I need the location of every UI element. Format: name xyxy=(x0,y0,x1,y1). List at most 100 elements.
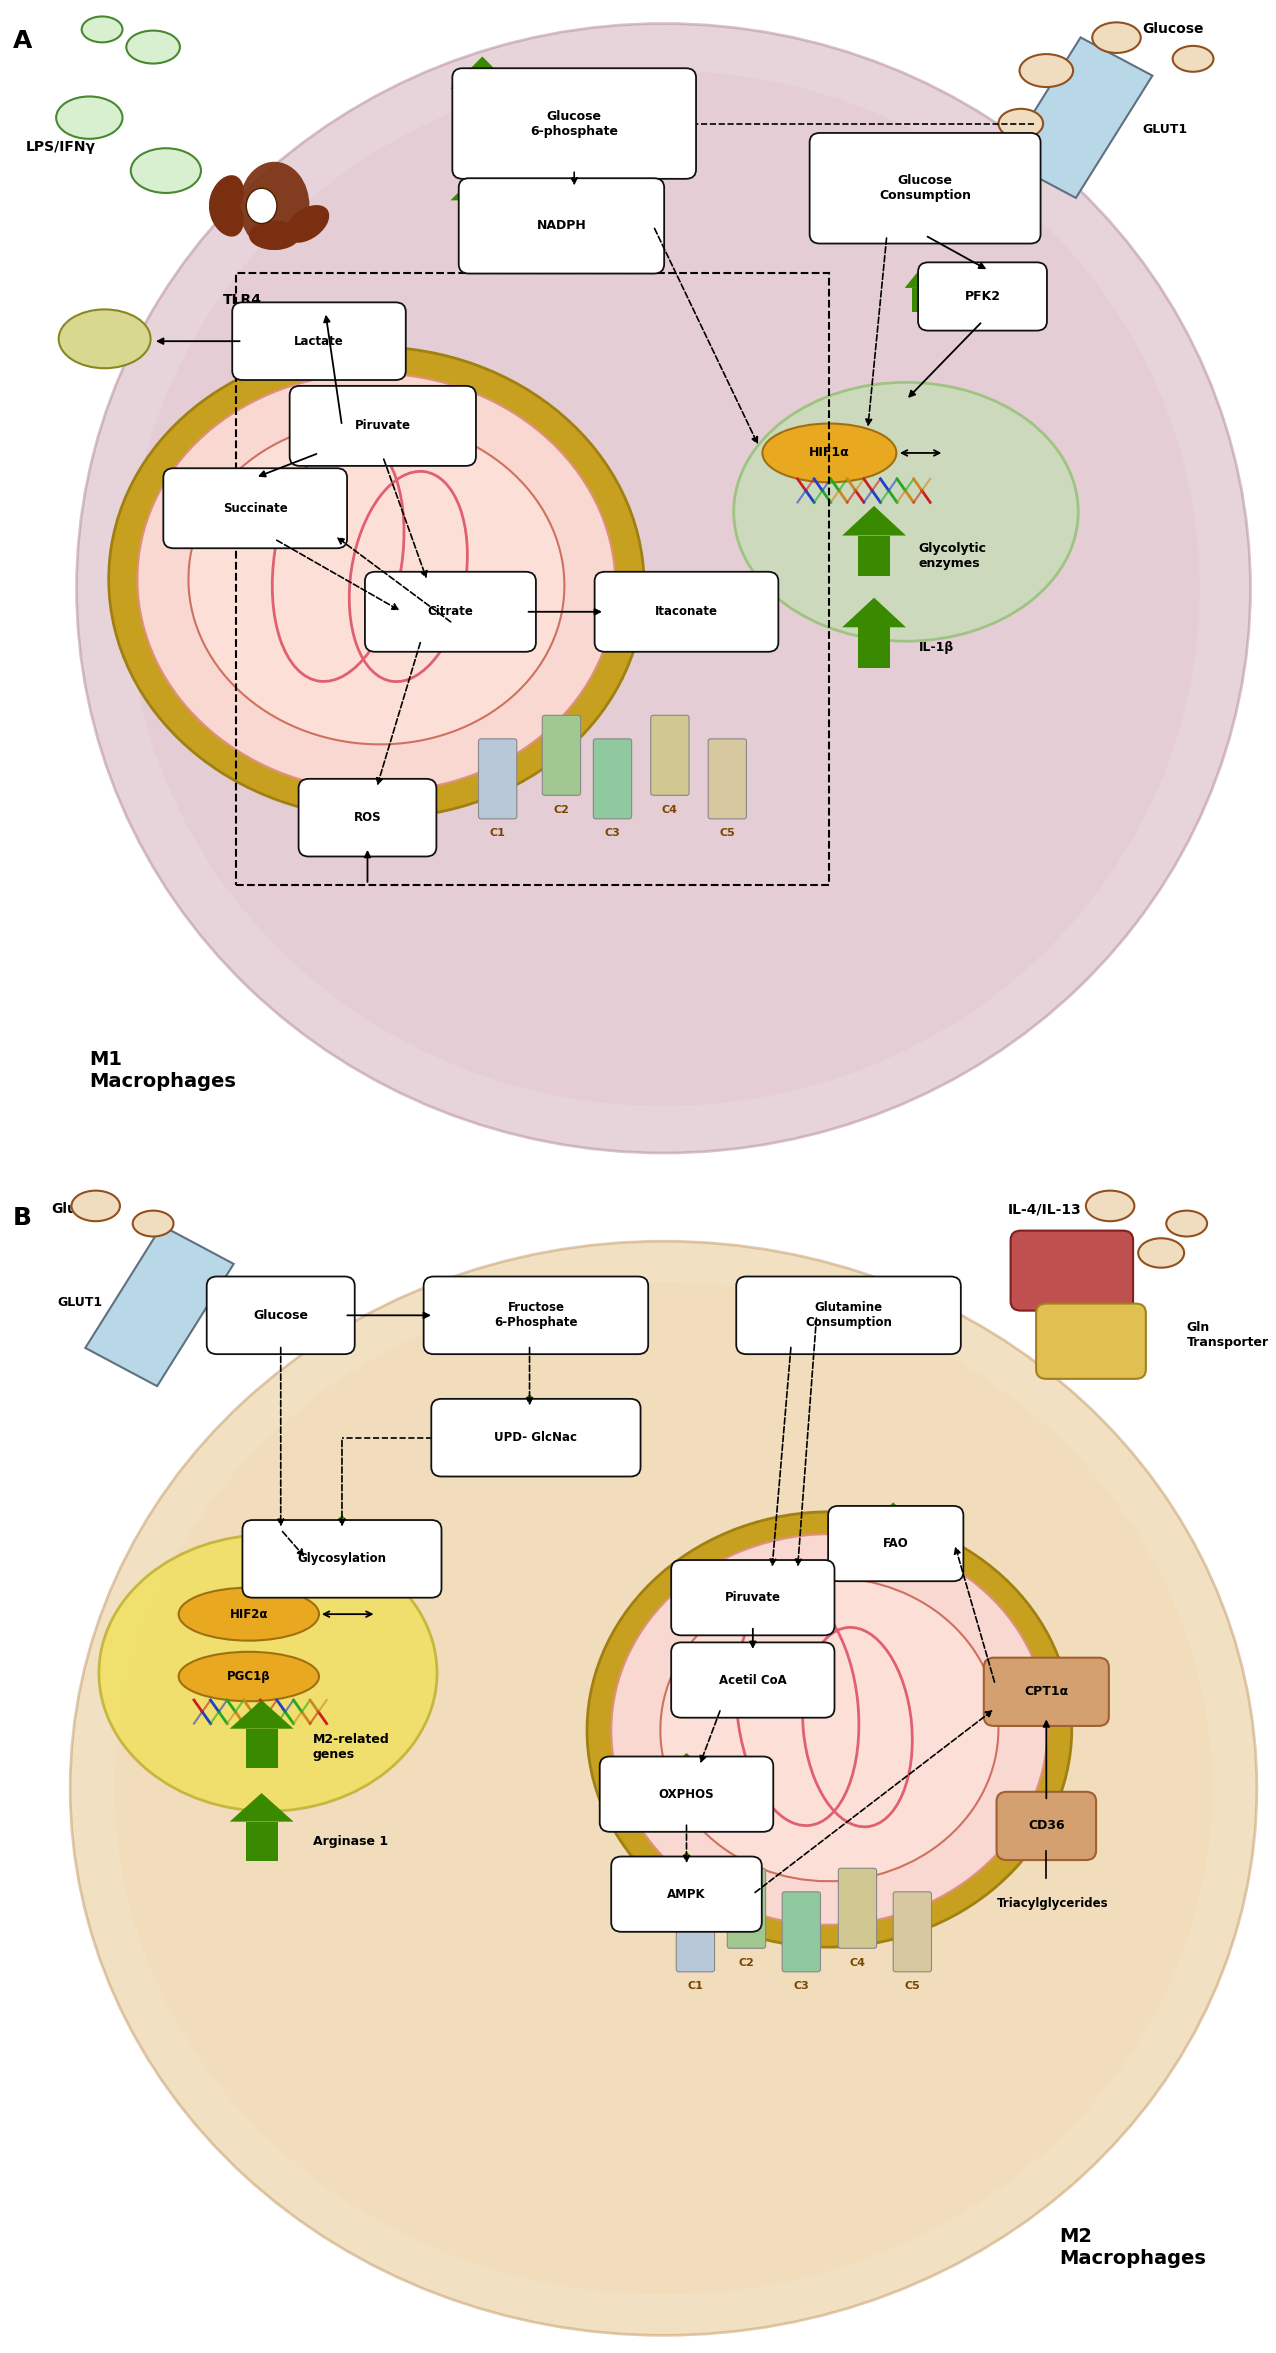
Text: GLUT1: GLUT1 xyxy=(57,1297,102,1308)
Text: Glucose
6-phosphate: Glucose 6-phosphate xyxy=(531,111,618,136)
Text: TLR4: TLR4 xyxy=(223,294,263,306)
Text: C1: C1 xyxy=(490,828,505,838)
Ellipse shape xyxy=(71,1191,120,1221)
Text: PFK2: PFK2 xyxy=(965,289,1000,304)
Ellipse shape xyxy=(661,1577,998,1882)
Ellipse shape xyxy=(1138,1238,1184,1268)
Polygon shape xyxy=(773,1306,804,1346)
Text: Glucose: Glucose xyxy=(253,1308,309,1322)
Polygon shape xyxy=(656,1852,717,1880)
Text: Citrate: Citrate xyxy=(427,605,473,619)
Polygon shape xyxy=(757,1275,820,1306)
Ellipse shape xyxy=(130,148,202,193)
Polygon shape xyxy=(230,1699,293,1729)
Text: Glycolytic
enzymes: Glycolytic enzymes xyxy=(919,544,986,569)
Ellipse shape xyxy=(1166,1209,1207,1238)
Polygon shape xyxy=(245,1729,277,1769)
Polygon shape xyxy=(513,1424,546,1464)
FancyBboxPatch shape xyxy=(708,739,746,819)
FancyBboxPatch shape xyxy=(671,1560,835,1635)
Polygon shape xyxy=(820,134,884,167)
Polygon shape xyxy=(905,271,933,287)
FancyBboxPatch shape xyxy=(163,468,347,548)
Ellipse shape xyxy=(285,205,329,242)
FancyBboxPatch shape xyxy=(424,1275,648,1355)
Ellipse shape xyxy=(138,374,615,791)
FancyBboxPatch shape xyxy=(542,715,581,795)
Text: C5: C5 xyxy=(720,828,735,838)
Ellipse shape xyxy=(1020,54,1073,87)
Text: Glucose
Consumption: Glucose Consumption xyxy=(879,174,971,202)
FancyBboxPatch shape xyxy=(232,304,406,381)
Text: Fructose
6-Phosphate: Fructose 6-Phosphate xyxy=(494,1301,578,1329)
Ellipse shape xyxy=(611,1534,1048,1925)
Text: Acetil CoA: Acetil CoA xyxy=(718,1673,787,1687)
Ellipse shape xyxy=(1173,45,1213,71)
FancyBboxPatch shape xyxy=(782,1892,820,1972)
Text: ROS: ROS xyxy=(353,812,382,824)
FancyBboxPatch shape xyxy=(453,68,697,179)
Ellipse shape xyxy=(249,221,300,249)
Ellipse shape xyxy=(82,16,122,42)
FancyBboxPatch shape xyxy=(478,739,517,819)
Text: Glycosylation: Glycosylation xyxy=(297,1553,387,1565)
Text: Piruvate: Piruvate xyxy=(355,419,411,433)
Ellipse shape xyxy=(1092,24,1141,54)
Ellipse shape xyxy=(970,141,1008,167)
Polygon shape xyxy=(310,1515,374,1546)
Text: A: A xyxy=(13,31,32,54)
FancyBboxPatch shape xyxy=(671,1642,835,1718)
FancyBboxPatch shape xyxy=(611,1857,762,1932)
Text: Arginase 1: Arginase 1 xyxy=(313,1835,388,1847)
Text: C2: C2 xyxy=(739,1958,754,1967)
FancyBboxPatch shape xyxy=(431,1398,641,1478)
Ellipse shape xyxy=(59,311,151,367)
Text: OXPHOS: OXPHOS xyxy=(658,1788,715,1800)
Polygon shape xyxy=(394,600,421,635)
Text: M2
Macrophages: M2 Macrophages xyxy=(1059,2226,1206,2268)
FancyBboxPatch shape xyxy=(207,1275,355,1355)
Text: HIF2α: HIF2α xyxy=(230,1607,268,1621)
Polygon shape xyxy=(467,89,498,132)
FancyBboxPatch shape xyxy=(828,1506,963,1581)
Text: B: B xyxy=(13,1207,32,1231)
Text: C4: C4 xyxy=(850,1958,865,1967)
FancyBboxPatch shape xyxy=(893,1892,931,1972)
Ellipse shape xyxy=(734,384,1078,642)
Ellipse shape xyxy=(179,1588,319,1640)
FancyBboxPatch shape xyxy=(242,1520,441,1598)
Ellipse shape xyxy=(1086,1191,1134,1221)
FancyBboxPatch shape xyxy=(727,1868,766,1948)
Polygon shape xyxy=(671,1781,702,1821)
Ellipse shape xyxy=(998,108,1044,139)
Text: CD36: CD36 xyxy=(1028,1819,1064,1833)
Polygon shape xyxy=(450,56,514,89)
Polygon shape xyxy=(624,600,651,635)
Text: C3: C3 xyxy=(605,828,620,838)
Polygon shape xyxy=(671,1880,702,1920)
Polygon shape xyxy=(837,167,868,212)
Text: C3: C3 xyxy=(794,1981,809,1991)
Text: IL-4/IL-13: IL-4/IL-13 xyxy=(1008,1202,1082,1217)
Text: CPT1α: CPT1α xyxy=(1025,1685,1068,1699)
FancyBboxPatch shape xyxy=(299,779,436,856)
Polygon shape xyxy=(190,471,244,496)
Polygon shape xyxy=(842,598,906,628)
Ellipse shape xyxy=(587,1511,1072,1948)
Ellipse shape xyxy=(762,424,896,482)
FancyBboxPatch shape xyxy=(459,179,664,273)
Text: Itaconate: Itaconate xyxy=(655,605,718,619)
Text: PGC1β: PGC1β xyxy=(227,1671,271,1682)
FancyBboxPatch shape xyxy=(997,1793,1096,1859)
Text: Succinate: Succinate xyxy=(223,501,287,515)
Text: GLUT1: GLUT1 xyxy=(1142,122,1187,136)
Text: M2-related
genes: M2-related genes xyxy=(313,1734,389,1760)
Polygon shape xyxy=(911,287,925,313)
Ellipse shape xyxy=(77,24,1250,1153)
Text: Glucose: Glucose xyxy=(51,1202,112,1217)
Text: Gln
Transporter: Gln Transporter xyxy=(1187,1322,1268,1348)
Text: IL-1β: IL-1β xyxy=(919,640,954,654)
FancyBboxPatch shape xyxy=(651,715,689,795)
FancyBboxPatch shape xyxy=(595,572,778,652)
Text: C5: C5 xyxy=(905,1981,920,1991)
